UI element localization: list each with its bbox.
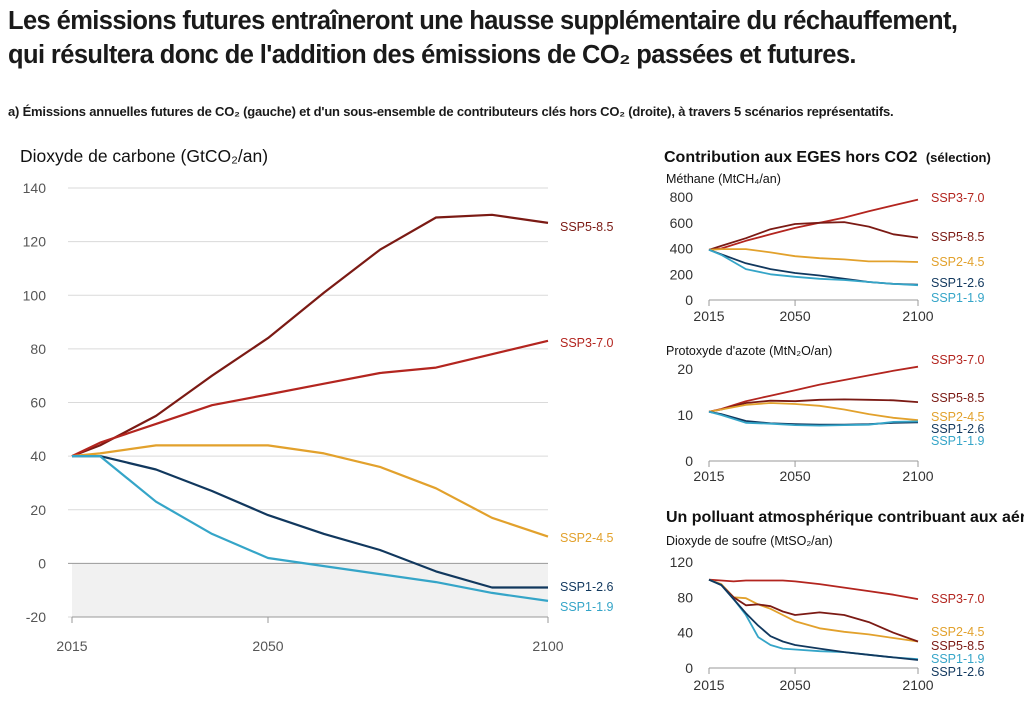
right-panel-title: Contribution aux EGES hors CO2 (sélectio… — [664, 149, 991, 166]
series-label-ssp1-1-9: SSP1-1.9 — [560, 600, 614, 614]
series-label-ssp2-4-5: SSP2-4.5 — [931, 255, 985, 269]
x-tick-label: 2050 — [252, 638, 283, 654]
y-tick-label: 0 — [685, 660, 693, 676]
x-tick-label: 2015 — [56, 638, 87, 654]
x-tick-label: 2015 — [693, 468, 724, 484]
series-line-ssp1-2-6 — [708, 578, 919, 661]
series-line-ssp2-4-5 — [708, 248, 919, 263]
series-label-ssp1-1-9: SSP1-1.9 — [931, 434, 985, 448]
y-tick-label: 80 — [677, 589, 693, 605]
series-line-ssp1-1-9 — [708, 248, 919, 287]
right-panel-title-note: (sélection) — [926, 150, 991, 165]
series-label-ssp3-7-0: SSP3-7.0 — [931, 353, 985, 367]
series-label-ssp1-2-6: SSP1-2.6 — [931, 276, 985, 290]
y-tick-label: 200 — [670, 266, 694, 282]
series-label-ssp3-7-0: SSP3-7.0 — [560, 336, 614, 350]
series-line-ssp3-7-0 — [708, 198, 919, 251]
y-tick-label: 0 — [38, 555, 46, 571]
series-label-ssp1-2-6: SSP1-2.6 — [931, 665, 985, 679]
x-tick-label: 2015 — [693, 677, 724, 693]
series-line-ssp1-2-6 — [72, 455, 548, 589]
series-line-ssp2-4-5 — [708, 402, 919, 421]
series-label-ssp1-1-9: SSP1-1.9 — [931, 291, 985, 305]
series-line-ssp1-1-9 — [708, 410, 919, 427]
co2-chart-title: Dioxyde de carbone (GtCO₂/an) — [20, 146, 268, 166]
y-tick-label: 120 — [670, 554, 694, 570]
y-tick-label: 0 — [685, 292, 693, 308]
x-tick-label: 2100 — [902, 677, 933, 693]
y-tick-label: 10 — [677, 407, 693, 423]
negative-emissions-area — [72, 563, 548, 617]
y-tick-label: 400 — [670, 241, 694, 257]
series-label-ssp1-2-6: SSP1-2.6 — [931, 422, 985, 436]
headline: Les émissions futures entraîneront une h… — [8, 4, 1020, 72]
x-tick-label: 2100 — [902, 308, 933, 324]
series-line-ssp1-1-9 — [72, 455, 549, 602]
series-label-ssp5-8-5: SSP5-8.5 — [931, 391, 985, 405]
so2-chart-title: Dioxyde de soufre (MtSO₂/an) — [666, 534, 833, 548]
y-tick-label: -20 — [26, 609, 46, 625]
co2-chart: 140 120 100 80 60 40 20 0 -20 2015 2050 2100 SSP5-8.… — [23, 180, 614, 654]
y-tick-label: 600 — [670, 215, 694, 231]
x-tick-label: 2050 — [779, 468, 810, 484]
x-tick-label: 2050 — [779, 677, 810, 693]
x-tick-label: 2015 — [693, 308, 724, 324]
series-line-ssp2-4-5 — [708, 578, 919, 643]
series-label-ssp5-8-5: SSP5-8.5 — [931, 230, 985, 244]
series-line-ssp5-8-5 — [71, 213, 549, 458]
methane-chart-title: Méthane (MtCH₄/an) — [666, 172, 781, 186]
y-tick-label: 80 — [30, 341, 46, 357]
series-label-ssp2-4-5: SSP2-4.5 — [931, 410, 985, 424]
series-label-ssp3-7-0: SSP3-7.0 — [931, 592, 985, 606]
x-tick-label: 2100 — [532, 638, 563, 654]
x-tick-label: 2100 — [902, 468, 933, 484]
y-tick-label: 20 — [677, 361, 693, 377]
y-tick-label: 40 — [30, 448, 46, 464]
y-tick-label: 20 — [30, 502, 46, 518]
series-label-ssp1-1-9: SSP1-1.9 — [931, 652, 985, 666]
series-label-ssp5-8-5: SSP5-8.5 — [560, 220, 614, 234]
x-tick-label: 2050 — [779, 308, 810, 324]
n2o-chart-title: Protoxyde d'azote (MtN₂O/an) — [666, 344, 832, 358]
series-label-ssp1-2-6: SSP1-2.6 — [560, 580, 614, 594]
series-line-ssp5-8-5 — [708, 221, 919, 251]
y-tick-label: 100 — [23, 287, 47, 303]
y-tick-label: 60 — [30, 395, 46, 411]
headline-line-2: qui résultera donc de l'addition des émi… — [8, 41, 857, 69]
y-tick-label: 120 — [23, 234, 47, 250]
right-panel-title-main: Contribution aux EGES hors CO2 — [664, 149, 917, 166]
series-line-ssp3-7-0 — [708, 365, 919, 413]
y-tick-label: 800 — [670, 189, 694, 205]
y-tick-label: 0 — [685, 453, 693, 469]
headline-line-1: Les émissions futures entraîneront une h… — [8, 7, 958, 35]
y-tick-label: 40 — [677, 625, 693, 641]
series-label-ssp3-7-0: SSP3-7.0 — [931, 191, 985, 205]
series-line-ssp3-7-0 — [71, 339, 549, 458]
aerosol-section-title: Un polluant atmosphérique contribuant au… — [666, 509, 1024, 526]
series-line-ssp5-8-5 — [708, 398, 919, 413]
series-line-ssp1-2-6 — [708, 248, 919, 286]
series-line-ssp5-8-5 — [708, 578, 919, 643]
series-label-ssp5-8-5: SSP5-8.5 — [931, 639, 985, 653]
series-label-ssp2-4-5: SSP2-4.5 — [931, 625, 985, 639]
subtitle: a) Émissions annuelles futures de CO₂ (g… — [8, 104, 894, 119]
y-tick-label: 140 — [23, 180, 47, 196]
series-line-ssp3-7-0 — [708, 578, 919, 600]
series-label-ssp2-4-5: SSP2-4.5 — [560, 531, 614, 545]
series-line-ssp2-4-5 — [71, 444, 549, 538]
